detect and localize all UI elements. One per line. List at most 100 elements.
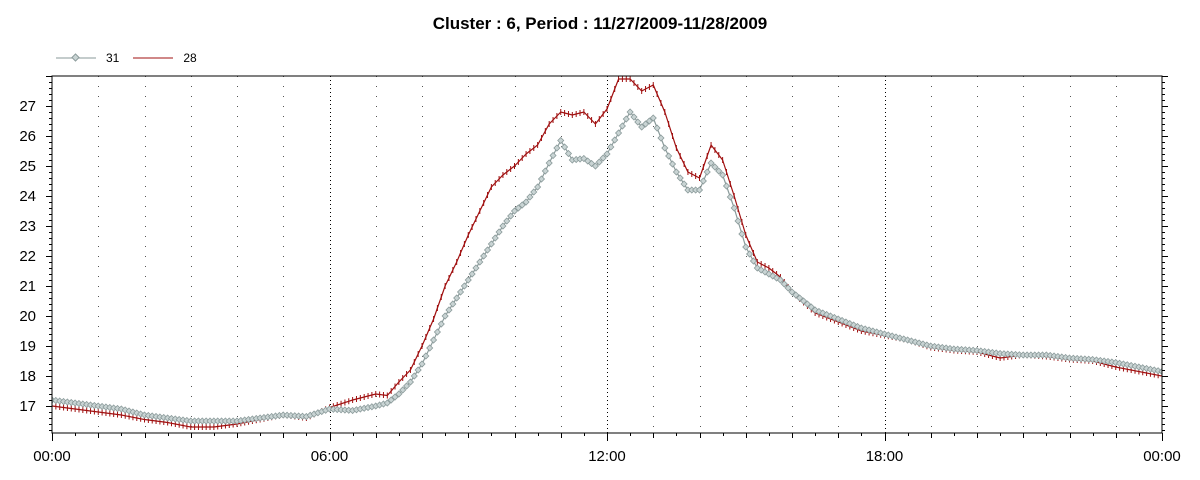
series-line-31 [52,110,1162,422]
data-point-31 [607,143,615,151]
data-point-31 [561,143,569,151]
data-point-31 [526,193,534,201]
data-point-31 [722,182,731,190]
data-point-31 [645,117,653,125]
data-point-31 [399,386,407,394]
data-point-31 [757,266,765,274]
data-point-31 [534,183,542,191]
data-point-31 [1139,364,1147,372]
data-point-31 [510,207,519,215]
legend-entry-series-1[interactable]: 31 [56,51,119,65]
x-tick-label: 18:00 [866,448,904,465]
data-point-31 [530,188,538,196]
data-point-31 [638,123,646,131]
data-point-31 [807,303,815,311]
y-tick-label: 22 [19,248,36,265]
legend-swatch-series-2 [133,57,174,59]
data-point-31 [383,399,391,407]
data-point-31 [449,300,457,308]
data-point-31 [850,321,858,329]
data-point-31 [915,339,923,347]
data-point-31 [403,382,411,390]
data-point-31 [634,118,642,126]
data-point-31 [776,276,785,284]
data-point-31 [1146,365,1155,373]
data-point-31 [437,320,445,328]
data-point-31 [853,322,862,331]
data-point-31 [1154,367,1162,375]
data-point-31 [499,222,507,230]
data-point-31 [599,154,607,162]
data-point-31 [703,168,711,176]
data-point-31 [445,306,453,314]
data-point-31 [422,352,430,360]
data-point-31 [869,327,877,335]
data-point-31 [661,144,669,152]
y-tick-label: 26 [19,128,36,145]
data-point-31 [483,246,492,254]
data-point-31 [137,410,145,418]
data-point-31 [433,328,441,336]
y-tick-label: 21 [19,278,36,295]
data-point-31 [892,333,900,341]
data-point-31 [792,291,800,299]
data-point-31 [1158,367,1162,376]
data-point-31 [711,163,719,171]
x-tick-label: 00:00 [1143,448,1181,465]
data-point-31 [630,113,638,121]
data-point-31 [780,280,788,288]
data-point-31 [699,177,707,185]
y-tick-label: 27 [19,98,36,115]
data-point-31 [614,129,623,137]
data-point-31 [622,115,630,123]
data-point-31 [395,390,403,398]
data-point-31 [676,174,684,182]
data-point-31 [507,212,515,220]
data-point-31 [734,217,742,225]
data-point-31 [900,335,908,343]
data-point-31 [784,284,792,292]
grid-layer [98,76,1117,433]
data-point-31 [919,340,927,348]
data-point-31 [472,264,480,272]
y-tick-label: 17 [19,398,36,415]
data-point-31 [460,282,468,290]
data-point-31 [799,297,808,305]
legend-entry-series-2[interactable]: 28 [133,51,197,65]
data-point-31 [1127,361,1135,370]
data-point-31 [846,319,854,328]
data-point-31 [541,167,549,175]
data-point-31 [665,152,673,160]
data-point-31 [641,120,650,128]
data-point-31 [1135,363,1143,371]
data-point-31 [387,396,395,404]
data-point-31 [649,114,657,122]
x-tick-label: 06:00 [311,448,349,465]
series-layer [52,76,1162,430]
data-point-31 [653,124,661,132]
data-point-31 [591,162,600,170]
data-point-31 [557,136,565,145]
legend: 31 28 [56,50,211,66]
data-point-31 [695,186,704,194]
y-tick-label: 20 [19,308,36,325]
data-point-31 [391,393,399,401]
data-point-31 [680,180,688,188]
data-point-31 [410,372,418,380]
axis-layer: 00:00 06:00 12:00 18:00 00:00 17 18 19 20 21 22 23 2… [19,76,1181,465]
y-tick-label: 19 [19,338,36,355]
data-point-31 [491,234,499,242]
data-point-31 [830,313,838,322]
data-point-31 [668,160,677,168]
data-point-31 [464,276,472,284]
data-point-31 [468,270,476,278]
data-point-31 [495,228,503,236]
data-point-31 [803,300,811,308]
data-point-31 [487,240,495,248]
data-point-31 [923,341,931,349]
data-point-31 [514,204,522,212]
data-point-31 [549,151,557,160]
data-point-31 [429,336,438,344]
data-point-31 [133,409,141,417]
legend-label-series-2: 28 [183,51,197,65]
